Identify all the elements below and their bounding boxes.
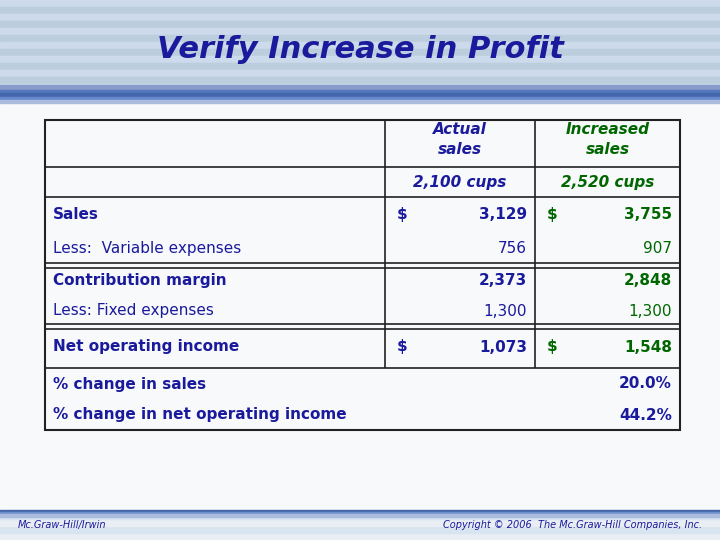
Text: 756: 756 [498,241,527,256]
Text: 907: 907 [643,241,672,256]
Text: 2,100 cups: 2,100 cups [413,174,507,190]
Text: 2,520 cups: 2,520 cups [561,174,654,190]
Text: % change in sales: % change in sales [53,376,206,392]
Text: Contribution margin: Contribution margin [53,273,227,288]
Text: 1,073: 1,073 [479,340,527,354]
Text: % change in net operating income: % change in net operating income [53,408,346,422]
Text: 1,300: 1,300 [484,303,527,319]
Text: 1,300: 1,300 [629,303,672,319]
Text: Less:  Variable expenses: Less: Variable expenses [53,241,241,256]
Text: Sales: Sales [53,207,99,222]
Text: $: $ [547,207,557,222]
Text: 44.2%: 44.2% [619,408,672,422]
Text: 3,755: 3,755 [624,207,672,222]
Text: 20.0%: 20.0% [619,376,672,392]
Text: Copyright © 2006  The Mc.Graw-Hill Companies, Inc.: Copyright © 2006 The Mc.Graw-Hill Compan… [443,520,702,530]
Text: Less: Fixed expenses: Less: Fixed expenses [53,303,214,319]
Bar [45,120,680,430]
Text: $: $ [547,340,557,354]
Text: Verify Increase in Profit: Verify Increase in Profit [156,36,564,64]
Text: 3,129: 3,129 [479,207,527,222]
Text: Increased
sales: Increased sales [565,122,649,157]
Text: $: $ [397,207,408,222]
Text: 2,373: 2,373 [479,273,527,288]
Text: Actual
sales: Actual sales [433,122,487,157]
Text: 2,848: 2,848 [624,273,672,288]
Text: Mc.Graw-Hill/Irwin: Mc.Graw-Hill/Irwin [18,520,107,530]
Text: $: $ [397,340,408,354]
Text: 1,548: 1,548 [624,340,672,354]
Text: Net operating income: Net operating income [53,340,239,354]
